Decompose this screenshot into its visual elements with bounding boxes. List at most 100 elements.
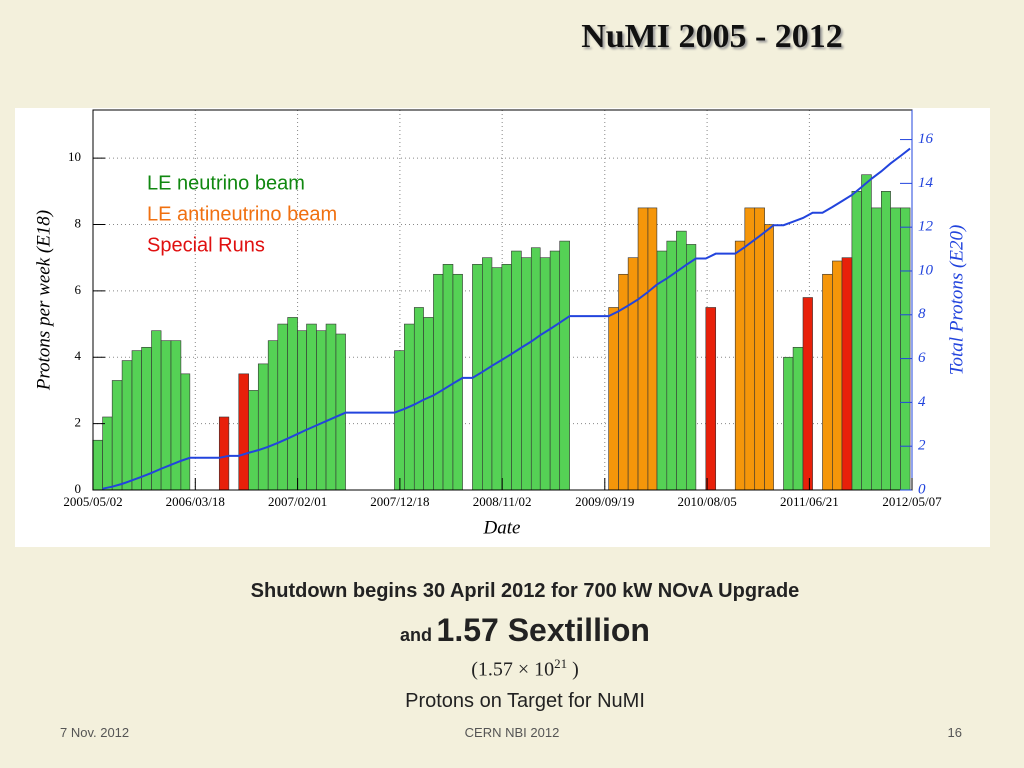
bar	[549, 250, 561, 491]
bar	[501, 264, 512, 491]
legend-entry: Special Runs	[147, 234, 265, 256]
bar	[890, 207, 901, 491]
bar	[180, 373, 191, 491]
bar	[121, 360, 133, 491]
y2-tick-label: 8	[918, 306, 926, 322]
bar	[92, 439, 103, 491]
bar	[257, 363, 269, 491]
bar	[783, 356, 794, 491]
x-tick-label: 2011/06/21	[780, 494, 839, 509]
y-tick-label: 10	[68, 149, 81, 164]
bar	[325, 323, 337, 491]
bar	[297, 330, 307, 491]
y2-tick-label: 4	[918, 394, 926, 410]
x-tick-label: 2010/08/05	[677, 494, 736, 509]
bar	[744, 207, 756, 491]
bar	[413, 307, 424, 491]
bar	[131, 350, 142, 491]
bar	[111, 380, 123, 491]
caption-big: 1.57 Sextillion	[436, 612, 650, 648]
bar	[277, 323, 288, 491]
caption-line: Protons on Target for NuMI	[405, 690, 645, 712]
bar	[841, 257, 853, 491]
x-tick-label: 2007/02/01	[268, 494, 327, 509]
bar	[248, 390, 259, 491]
x-tick-label: 2006/03/18	[166, 494, 225, 509]
bar	[170, 340, 182, 491]
bar	[433, 273, 444, 491]
bar	[647, 207, 658, 491]
bar	[306, 323, 317, 491]
bar	[686, 244, 697, 491]
bar	[627, 257, 639, 491]
bar	[656, 250, 668, 491]
caption-exp: 21	[554, 656, 568, 671]
slide-title: NuMI 2005 - 2012	[581, 18, 843, 55]
bar	[754, 207, 765, 491]
bar	[287, 317, 298, 491]
y-tick-label: 0	[75, 481, 82, 496]
legend-entry: LE antineutrino beam	[147, 203, 337, 225]
caption-line: and 1.57 Sextillion	[0, 612, 1024, 649]
y-tick-label: 6	[75, 282, 82, 297]
bar	[394, 350, 405, 491]
y-tick-label: 4	[75, 348, 82, 363]
bar	[218, 416, 230, 491]
bar	[792, 346, 804, 491]
bar	[861, 174, 872, 491]
bar	[539, 257, 551, 491]
caption-line: (1.57 × 1021 )	[0, 656, 1024, 682]
y2-tick-label: 2	[918, 438, 926, 454]
legend-entry: LE neutrino beam	[147, 172, 305, 194]
bar	[637, 207, 649, 491]
bar	[705, 307, 717, 491]
bar	[141, 346, 152, 491]
caption-text: (1.57 × 10	[471, 658, 555, 681]
y-tick-label: 8	[75, 215, 82, 230]
footer-event: CERN NBI 2012	[464, 725, 560, 740]
bar	[521, 257, 532, 491]
bar	[871, 207, 882, 491]
bar	[764, 224, 774, 491]
total-line	[102, 147, 911, 490]
caption-text: and	[400, 625, 433, 645]
x-tick-label: 2007/12/18	[370, 494, 429, 509]
y2-tick-label: 6	[918, 350, 926, 366]
bar	[267, 340, 279, 491]
y2-tick-label: 10	[918, 262, 934, 278]
x-tick-label: 2008/11/02	[473, 494, 532, 509]
x-tick-label: 2005/05/02	[63, 494, 122, 509]
bar	[734, 240, 746, 491]
y-tick-label: 2	[75, 415, 82, 430]
x-tick-label: 2012/05/07	[882, 494, 942, 509]
caption-text: )	[567, 658, 579, 681]
bar	[491, 267, 503, 491]
y2-tick-label: 16	[918, 131, 934, 147]
bar	[102, 416, 113, 491]
bar	[335, 333, 346, 491]
y2-axis-label: Total Protons (E20)	[946, 225, 967, 376]
bar	[316, 330, 327, 491]
bar	[442, 264, 454, 491]
bar	[511, 250, 522, 491]
y2-tick-label: 14	[918, 175, 934, 191]
bar	[832, 260, 843, 491]
bar	[608, 307, 619, 491]
footer-date: 7 Nov. 2012	[60, 725, 130, 740]
footer-page: 16	[947, 725, 962, 740]
x-tick-label: 2009/09/19	[575, 494, 634, 509]
bar	[151, 330, 162, 491]
bar	[559, 240, 570, 491]
plot-area	[92, 110, 913, 491]
bar	[900, 207, 911, 491]
y2-tick-label: 12	[918, 219, 934, 235]
y-axis-label: Protons per week (E18)	[33, 210, 54, 391]
bar	[482, 257, 493, 491]
bar	[238, 373, 249, 491]
bar	[881, 191, 891, 491]
bar	[802, 297, 813, 491]
caption-line: Shutdown begins 30 April 2012 for 700 kW…	[250, 580, 800, 602]
y2-tick-label: 0	[918, 481, 926, 497]
bar	[822, 273, 833, 491]
